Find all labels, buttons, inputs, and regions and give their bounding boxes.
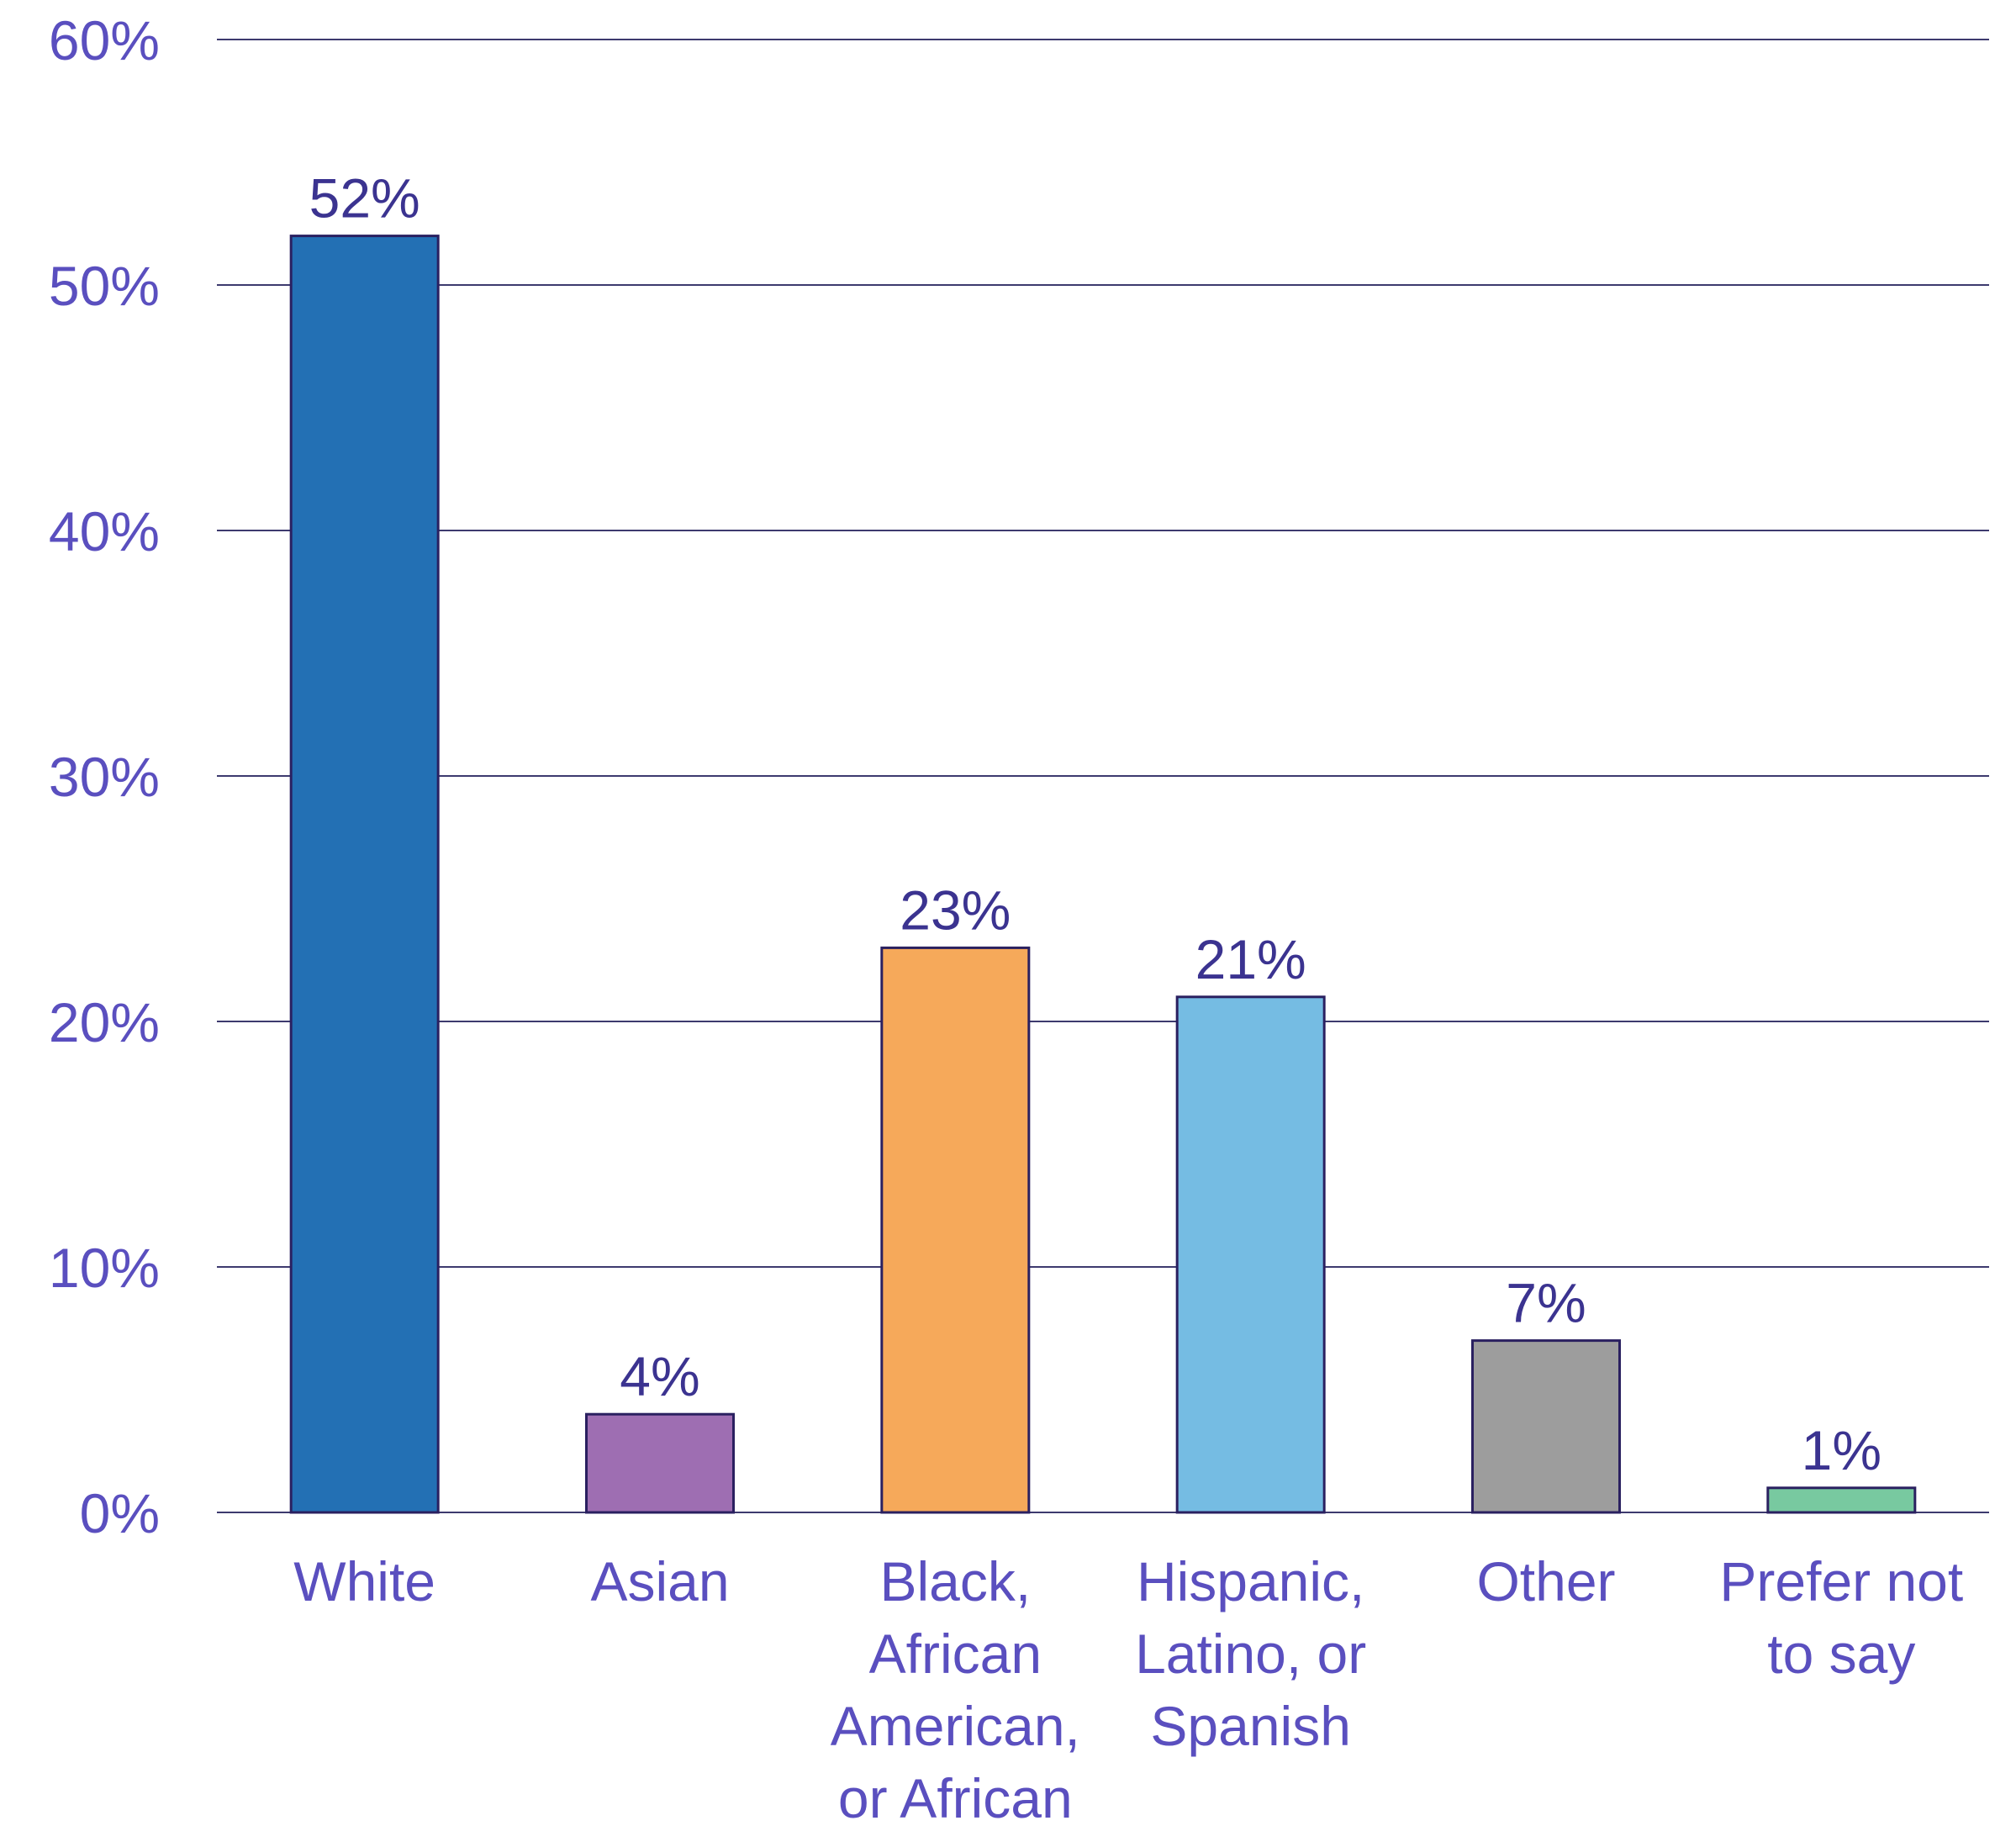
y-tick-label: 40% [49, 500, 160, 562]
category-label-line: Spanish [1150, 1695, 1351, 1757]
bar [289, 235, 440, 1514]
category-label: Hispanic, Latino, or Spanish [1135, 1550, 1366, 1757]
category-label-line: Asian [590, 1550, 729, 1612]
x-axis-category-labels: White Asian Black, African American, or Afric… [293, 1550, 1963, 1826]
category-label-line: White [293, 1550, 435, 1612]
y-tick-label: 0% [80, 1482, 160, 1544]
category-label: Other [1476, 1550, 1615, 1612]
y-axis-tick-labels: 0% 10% 20% 30% 40% 50% 60% [49, 9, 160, 1544]
category-label-line: Hispanic, [1137, 1550, 1364, 1612]
y-tick-label: 60% [49, 9, 160, 71]
value-label: 23% [900, 879, 1011, 941]
y-tick-label: 30% [49, 746, 160, 808]
bar [1766, 1486, 1917, 1514]
category-label-line: to say [1767, 1623, 1915, 1685]
y-tick-label: 20% [49, 991, 160, 1053]
y-tick-label: 10% [49, 1237, 160, 1299]
category-label-line: Prefer not [1719, 1550, 1963, 1612]
bar [585, 1412, 735, 1514]
bars [289, 235, 1917, 1514]
category-label: Asian [590, 1550, 729, 1612]
category-label-line: or African [838, 1767, 1073, 1822]
y-tick-label: 50% [49, 255, 160, 317]
value-labels: 52% 4% 23% 21% 7% 1% [309, 167, 1881, 1481]
value-label: 21% [1195, 928, 1306, 990]
value-label: 1% [1802, 1419, 1881, 1481]
bar [880, 946, 1031, 1514]
bar [1471, 1339, 1621, 1514]
bar [1175, 995, 1326, 1514]
value-label: 7% [1506, 1272, 1586, 1334]
category-label: White [293, 1550, 435, 1612]
value-label: 4% [620, 1345, 699, 1407]
category-label: Prefer not to say [1719, 1550, 1963, 1685]
category-label-line: Black, [879, 1550, 1031, 1612]
gridlines [217, 39, 1989, 1513]
category-label: Black, African American, or African [831, 1550, 1080, 1822]
value-label: 52% [309, 167, 420, 230]
category-label-line: African [869, 1623, 1042, 1685]
category-label-line: Latino, or [1135, 1623, 1366, 1685]
category-label-line: Other [1476, 1550, 1615, 1612]
category-label-line: American, [831, 1695, 1080, 1757]
